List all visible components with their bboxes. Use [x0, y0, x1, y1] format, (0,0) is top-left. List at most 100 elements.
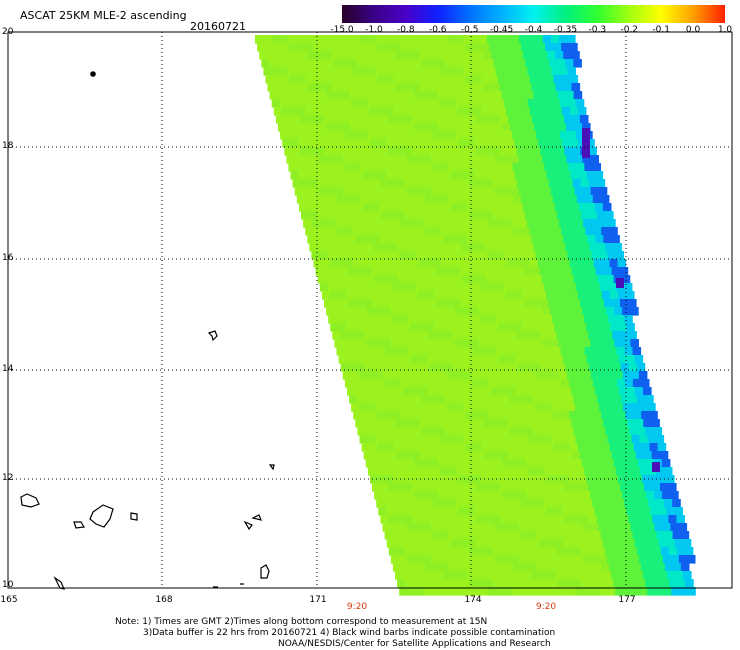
swath-cell: [513, 227, 522, 236]
swath-cell: [460, 299, 469, 308]
swath-cell: [453, 275, 463, 284]
swath-cell: [411, 571, 420, 580]
swath-cell: [593, 227, 602, 236]
swath-cell: [404, 299, 413, 308]
swath-cell: [573, 579, 582, 588]
swath-cell: [607, 403, 616, 412]
swath-cell: [532, 147, 541, 156]
swath-cell: [265, 43, 274, 52]
swath-cell: [633, 411, 642, 420]
swath-cell: [615, 403, 624, 412]
swath-cell: [625, 411, 634, 420]
swath-cell: [321, 291, 331, 300]
swath-cell: [300, 179, 310, 188]
swath-cell: [607, 283, 617, 292]
swath-cell: [557, 459, 567, 468]
swath-cell: [573, 395, 582, 404]
swath-cell: [438, 339, 447, 348]
swath-cell: [487, 67, 496, 76]
swath-cell: [442, 203, 452, 212]
swath-cell: [425, 291, 435, 300]
swath-cell: [546, 507, 555, 516]
swath-cell: [313, 75, 323, 84]
swath-cell: [398, 371, 408, 380]
swath-cell: [589, 211, 598, 220]
swath-cell: [442, 355, 452, 364]
swath-cell: [575, 251, 584, 260]
swath-cell: [578, 539, 588, 548]
swath-cell: [403, 51, 412, 60]
swath-cell: [419, 115, 429, 124]
swath-cell: [549, 243, 558, 252]
swath-cell: [345, 75, 355, 84]
swath-cell: [271, 35, 280, 44]
swath-cell: [553, 443, 563, 452]
swath-cell: [617, 259, 627, 268]
swath-cell: [478, 555, 488, 564]
swath-cell: [381, 91, 391, 100]
swath-cell: [486, 371, 496, 380]
swath-cell: [486, 123, 495, 132]
swath-cell: [335, 251, 344, 260]
swath-cell: [435, 51, 444, 60]
swath-cell: [540, 179, 550, 188]
swath-cell: [375, 435, 385, 444]
swath-cell: [343, 35, 352, 44]
swath-cell: [377, 107, 387, 116]
swath-cell: [582, 148, 590, 158]
swath-cell: [408, 499, 417, 508]
swath-cell: [420, 363, 430, 372]
swath-cell: [425, 411, 434, 420]
swath-cell: [470, 155, 479, 164]
swath-cell: [379, 419, 388, 428]
swath-cell: [515, 115, 525, 124]
swath-cell: [580, 331, 589, 340]
swath-cell: [579, 419, 588, 428]
swath-cell: [594, 323, 603, 332]
swath-cell: [590, 523, 600, 532]
swath-cell: [397, 427, 406, 436]
swath-cell: [550, 371, 560, 380]
swath-cell: [326, 123, 335, 132]
swath-cell: [484, 179, 494, 188]
swath-cell: [404, 547, 414, 556]
swath-cell: [551, 403, 560, 412]
swath-cell: [455, 99, 465, 108]
swath-cell: [504, 347, 514, 356]
swath-cell: [367, 467, 377, 476]
swath-cell: [431, 219, 440, 228]
swath-cell: [563, 235, 572, 244]
swath-cell: [477, 91, 487, 100]
swath-cell: [509, 395, 518, 404]
swath-cell: [637, 395, 646, 404]
swath-cell: [503, 403, 512, 412]
swath-cell: [544, 379, 554, 388]
swath-cell: [576, 347, 586, 356]
swath-cell: [433, 227, 442, 236]
swath-cell: [345, 291, 355, 300]
swath-cell: [454, 523, 464, 532]
swath-cell: [513, 43, 522, 52]
swath-cell: [596, 547, 606, 556]
swath-cell: [591, 587, 600, 596]
swath-cell: [544, 499, 553, 508]
swath-cell: [395, 235, 404, 244]
swath-cell: [512, 563, 522, 572]
swath-cell: [400, 315, 409, 324]
swath-cell: [602, 355, 612, 364]
swath-cell: [537, 43, 546, 52]
swath-cell: [405, 395, 414, 404]
swath-cell: [439, 99, 449, 108]
swath-cell: [419, 235, 428, 244]
swath-cell: [459, 83, 469, 92]
swath-cell: [424, 347, 434, 356]
swath-cell: [407, 403, 416, 412]
swath-cell: [487, 99, 497, 108]
swath-cell: [470, 555, 480, 564]
swath-cell: [340, 147, 349, 156]
swath-cell: [529, 259, 539, 268]
swath-cell: [374, 371, 384, 380]
swath-cell: [408, 563, 418, 572]
swath-cell: [587, 387, 596, 396]
swath-cell: [571, 571, 580, 580]
